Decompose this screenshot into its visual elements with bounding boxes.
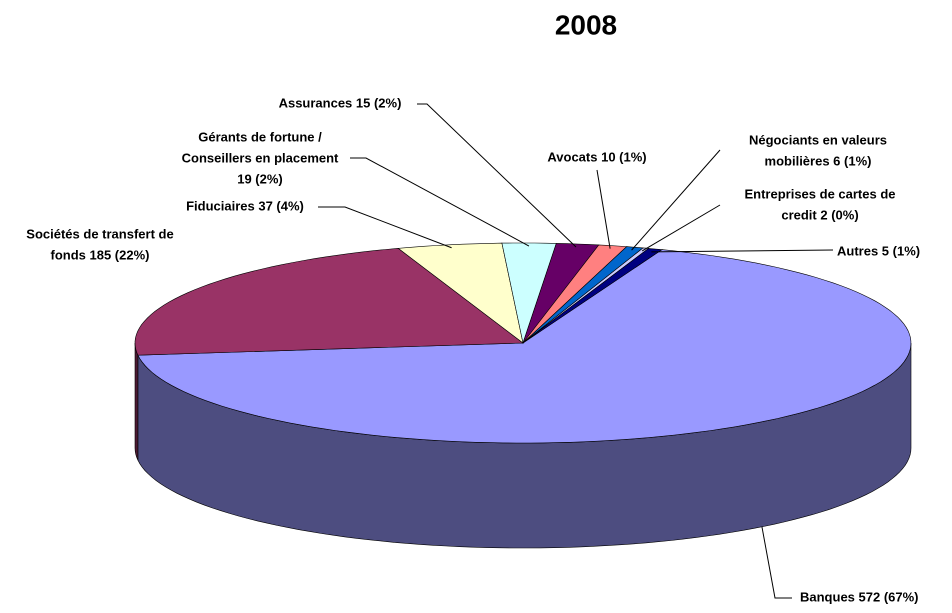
data-label: credit 2 (0%): [781, 207, 858, 222]
slice: [134, 247, 524, 356]
slice: [501, 242, 557, 345]
slice: [522, 248, 663, 344]
data-label: fonds 185 (22%): [51, 247, 150, 262]
slice-side: [134, 342, 139, 461]
data-label: Assurances 15 (2%): [279, 95, 402, 110]
leader-line: [651, 249, 834, 253]
slice: [397, 242, 524, 344]
leader-line: [318, 206, 452, 249]
data-label: Fiduciaires 37 (4%): [186, 198, 304, 213]
data-label: Conseillers en placement: [182, 150, 339, 165]
data-label: Sociétés de transfert de: [26, 226, 173, 241]
leader-line: [417, 103, 577, 248]
data-label: Entreprises de cartes de: [744, 186, 895, 201]
data-label: mobilières 6 (1%): [765, 153, 872, 168]
data-label: Gérants de fortune /: [198, 129, 322, 144]
data-label: Banques 572 (67%): [800, 589, 919, 604]
slice: [137, 249, 912, 444]
data-label: Avocats 10 (1%): [547, 149, 646, 164]
chart-title: 2008: [555, 9, 617, 40]
leader-line: [350, 157, 530, 247]
data-label: Négociants en valeurs: [749, 132, 887, 147]
leader-line: [761, 526, 792, 599]
leader-line: [596, 169, 611, 249]
leader-line: [641, 204, 721, 252]
data-label: Autres 5 (1%): [837, 243, 920, 258]
leader-line: [631, 149, 721, 251]
data-label: 19 (2%): [237, 171, 283, 186]
